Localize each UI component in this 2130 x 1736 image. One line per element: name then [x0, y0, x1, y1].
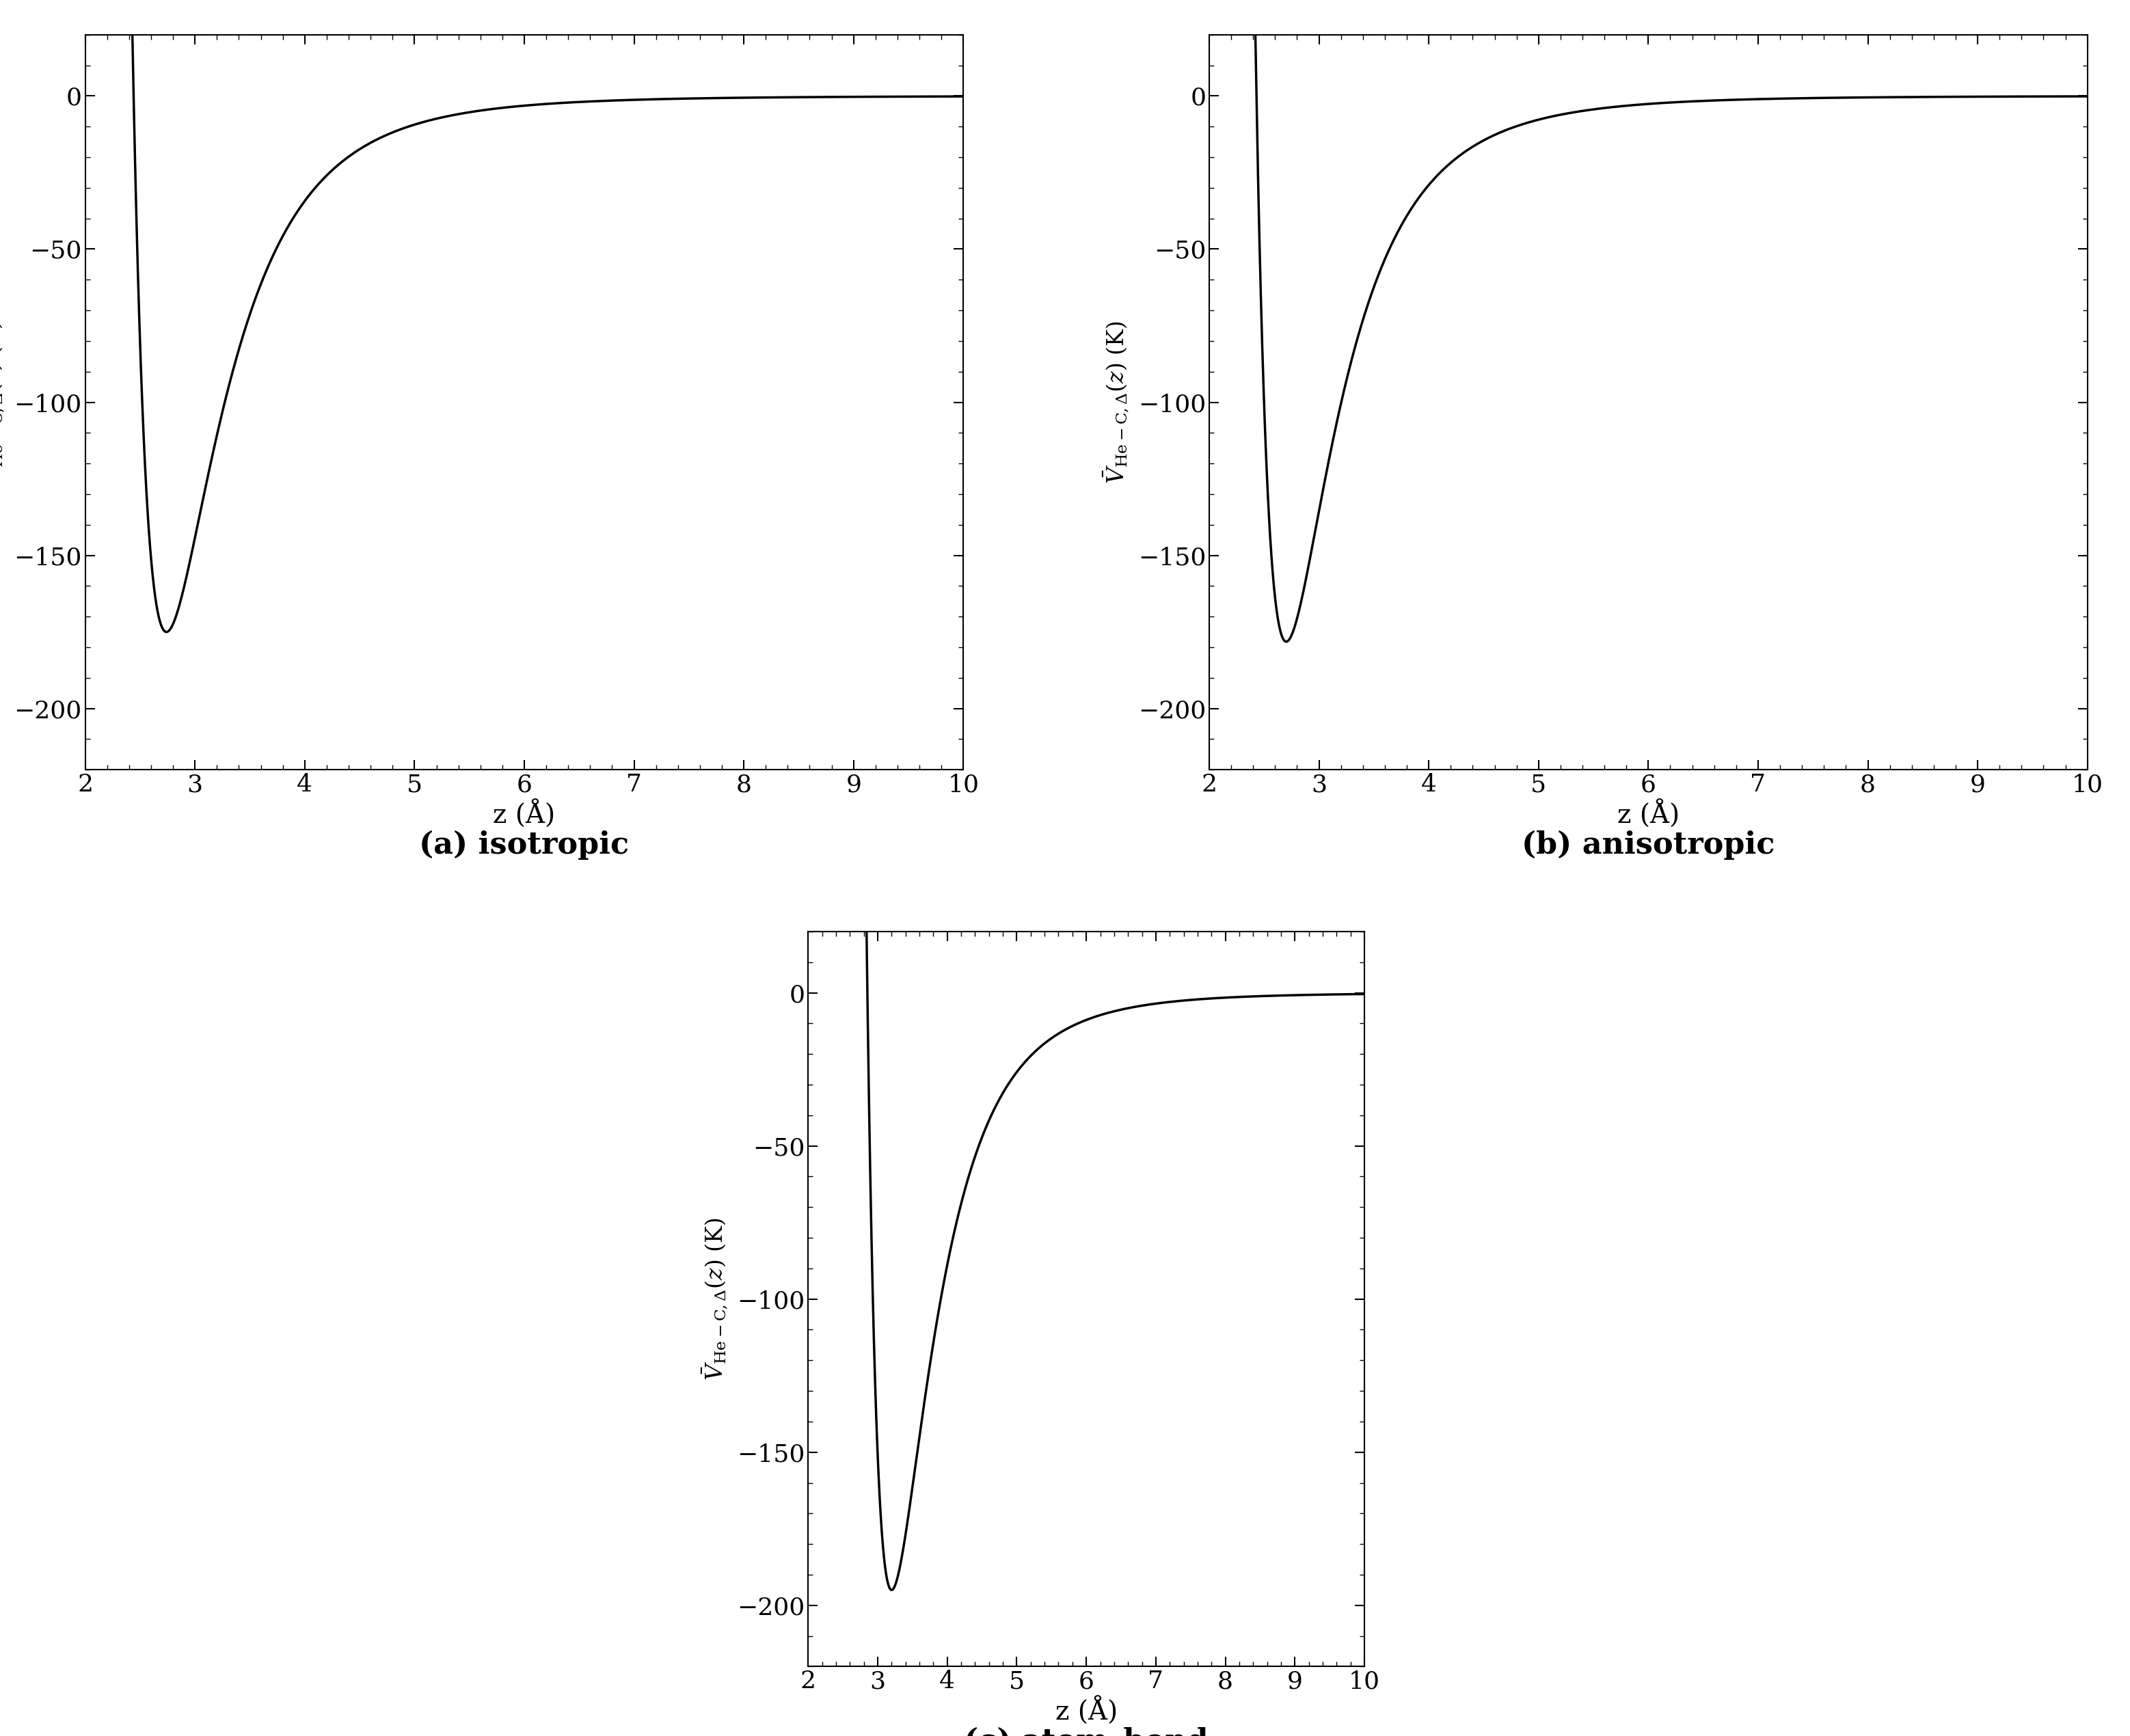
- Text: (c) atom–bond: (c) atom–bond: [965, 1727, 1208, 1736]
- Y-axis label: $\bar{V}_{\mathrm{He-C},\Delta}(z)$ (K): $\bar{V}_{\mathrm{He-C},\Delta}(z)$ (K): [0, 321, 6, 484]
- Y-axis label: $\bar{V}_{\mathrm{He-C},\Delta}(z)$ (K): $\bar{V}_{\mathrm{He-C},\Delta}(z)$ (K): [1101, 321, 1131, 484]
- Y-axis label: $\bar{V}_{\mathrm{He-C},\Delta}(z)$ (K): $\bar{V}_{\mathrm{He-C},\Delta}(z)$ (K): [701, 1217, 728, 1380]
- X-axis label: z (Å): z (Å): [1054, 1696, 1118, 1726]
- Text: (a) isotropic: (a) isotropic: [420, 830, 628, 859]
- X-axis label: z (Å): z (Å): [1617, 800, 1681, 828]
- X-axis label: z (Å): z (Å): [492, 800, 556, 828]
- Text: (b) anisotropic: (b) anisotropic: [1521, 830, 1774, 859]
